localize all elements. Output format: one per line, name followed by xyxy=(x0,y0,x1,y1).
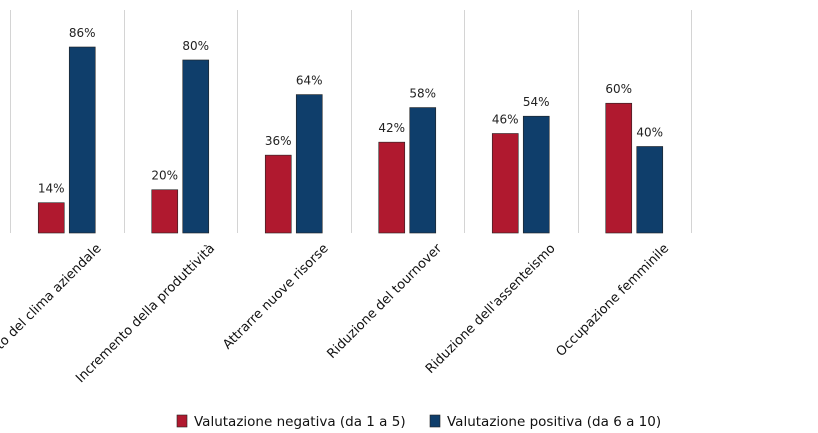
category-label-3: Riduzione del tournover xyxy=(324,241,445,362)
data-label-positive-4: 54% xyxy=(523,95,550,109)
data-label-positive-0: 86% xyxy=(69,26,96,40)
bar-positive-1 xyxy=(182,59,210,234)
legend-swatch-positive xyxy=(429,414,441,428)
bar-positive-3 xyxy=(409,107,437,234)
data-label-positive-3: 58% xyxy=(409,87,436,101)
data-label-positive-5: 40% xyxy=(636,125,663,139)
bar-negative-3 xyxy=(378,141,406,234)
bar-negative-0 xyxy=(37,202,65,234)
data-label-negative-1: 20% xyxy=(151,169,178,183)
data-label-negative-5: 60% xyxy=(605,82,632,96)
data-label-positive-1: 80% xyxy=(182,39,209,53)
data-label-negative-0: 14% xyxy=(38,182,65,196)
category-label-4: Riduzione dell'assenteismo xyxy=(423,241,559,377)
category-label-0: Miglioramento del clima aziendale xyxy=(0,241,105,409)
data-label-negative-2: 36% xyxy=(265,134,292,148)
bar-positive-4 xyxy=(522,115,550,234)
bars xyxy=(37,46,664,234)
bar-negative-4 xyxy=(491,133,519,234)
category-label-2: Attrarre nuove risorse xyxy=(220,241,331,352)
bar-negative-5 xyxy=(605,102,633,234)
data-label-negative-4: 46% xyxy=(492,113,519,127)
category-label-5: Occupazione femminile xyxy=(553,241,672,360)
bar-positive-2 xyxy=(295,94,323,234)
data-label-negative-3: 42% xyxy=(378,121,405,135)
data-labels: 14% 86% 20% 80% 36% 64% 42% 58% 46% 54% 60% 40% xyxy=(38,26,663,196)
category-label-1: Incremento della produttività xyxy=(73,241,218,386)
data-label-positive-2: 64% xyxy=(296,74,323,88)
bar-negative-2 xyxy=(264,154,292,234)
bar-negative-1 xyxy=(151,189,179,234)
legend-label-negative: Valutazione negativa (da 1 a 5) xyxy=(194,414,406,430)
bar-positive-5 xyxy=(636,146,664,234)
category-labels: Miglioramento del clima aziendaleIncreme… xyxy=(0,241,672,410)
legend-label-positive: Valutazione positiva (da 6 a 10) xyxy=(447,414,661,430)
legend-swatch-negative xyxy=(176,414,188,428)
legend: Valutazione negativa (da 1 a 5) Valutazi… xyxy=(176,414,661,430)
grid-lines xyxy=(10,10,692,233)
bar-positive-0 xyxy=(68,46,96,234)
